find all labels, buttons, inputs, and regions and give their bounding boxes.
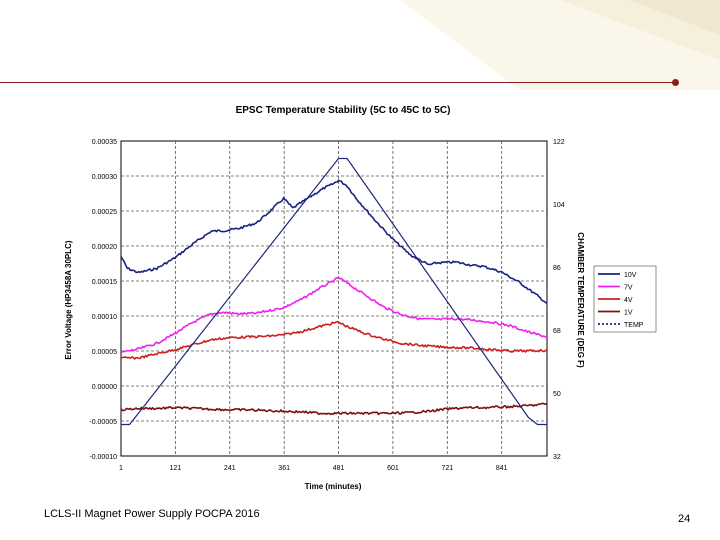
y-tick-label: 0.00030 bbox=[92, 174, 117, 181]
y-tick-label: 0.00015 bbox=[92, 279, 117, 286]
legend-label: 1V bbox=[624, 310, 633, 317]
x-tick-label: 361 bbox=[278, 465, 290, 472]
x-tick-label: 841 bbox=[496, 465, 508, 472]
y2-tick-label: 122 bbox=[553, 139, 565, 146]
legend-label: 4V bbox=[624, 297, 633, 304]
y-tick-label: -0.00010 bbox=[89, 454, 117, 461]
y-tick-label: 0.00000 bbox=[92, 384, 117, 391]
page-number: 24 bbox=[678, 513, 691, 525]
x-tick-label: 1 bbox=[119, 465, 123, 472]
x-tick-label: 481 bbox=[333, 465, 345, 472]
x-tick-label: 241 bbox=[224, 465, 236, 472]
y-tick-label: 0.00035 bbox=[92, 139, 117, 146]
y2-tick-label: 50 bbox=[553, 391, 561, 398]
plot-area bbox=[120, 140, 548, 457]
x-axis-label: Time (minutes) bbox=[305, 482, 362, 491]
y-tick-label: 0.00005 bbox=[92, 349, 117, 356]
series-line-temp bbox=[121, 157, 547, 426]
legend-label: 7V bbox=[624, 285, 633, 292]
y2-tick-label: 32 bbox=[553, 454, 561, 461]
header-rule-dot bbox=[672, 79, 679, 86]
y-tick-label: 0.00025 bbox=[92, 209, 117, 216]
y-tick-label: 0.00010 bbox=[92, 314, 117, 321]
legend-label: 10V bbox=[624, 272, 637, 279]
series-line-7v bbox=[120, 276, 548, 353]
y-tick-label: -0.00005 bbox=[89, 419, 117, 426]
header-rule bbox=[0, 82, 676, 83]
series-line-10v bbox=[120, 179, 548, 305]
y-axis-label: Error Voltage (HP3458A 30PLC) bbox=[64, 240, 73, 359]
chart-title: EPSC Temperature Stability (5C to 45C to… bbox=[236, 105, 451, 116]
y-tick-label: 0.00020 bbox=[92, 244, 117, 251]
footer-text: LCLS-II Magnet Power Supply POCPA 2016 bbox=[44, 508, 260, 520]
y2-tick-label: 104 bbox=[553, 202, 565, 209]
y2-tick-label: 86 bbox=[553, 265, 561, 272]
header-decoration bbox=[400, 0, 720, 90]
x-tick-label: 601 bbox=[387, 465, 399, 472]
y2-axis-label: CHAMBER TEMPERATURE (DEG F) bbox=[576, 232, 585, 368]
x-tick-label: 721 bbox=[441, 465, 453, 472]
y2-tick-label: 68 bbox=[553, 328, 561, 335]
series-line-1v bbox=[120, 402, 548, 416]
x-tick-label: 121 bbox=[170, 465, 182, 472]
legend-label: TEMP bbox=[624, 322, 644, 329]
